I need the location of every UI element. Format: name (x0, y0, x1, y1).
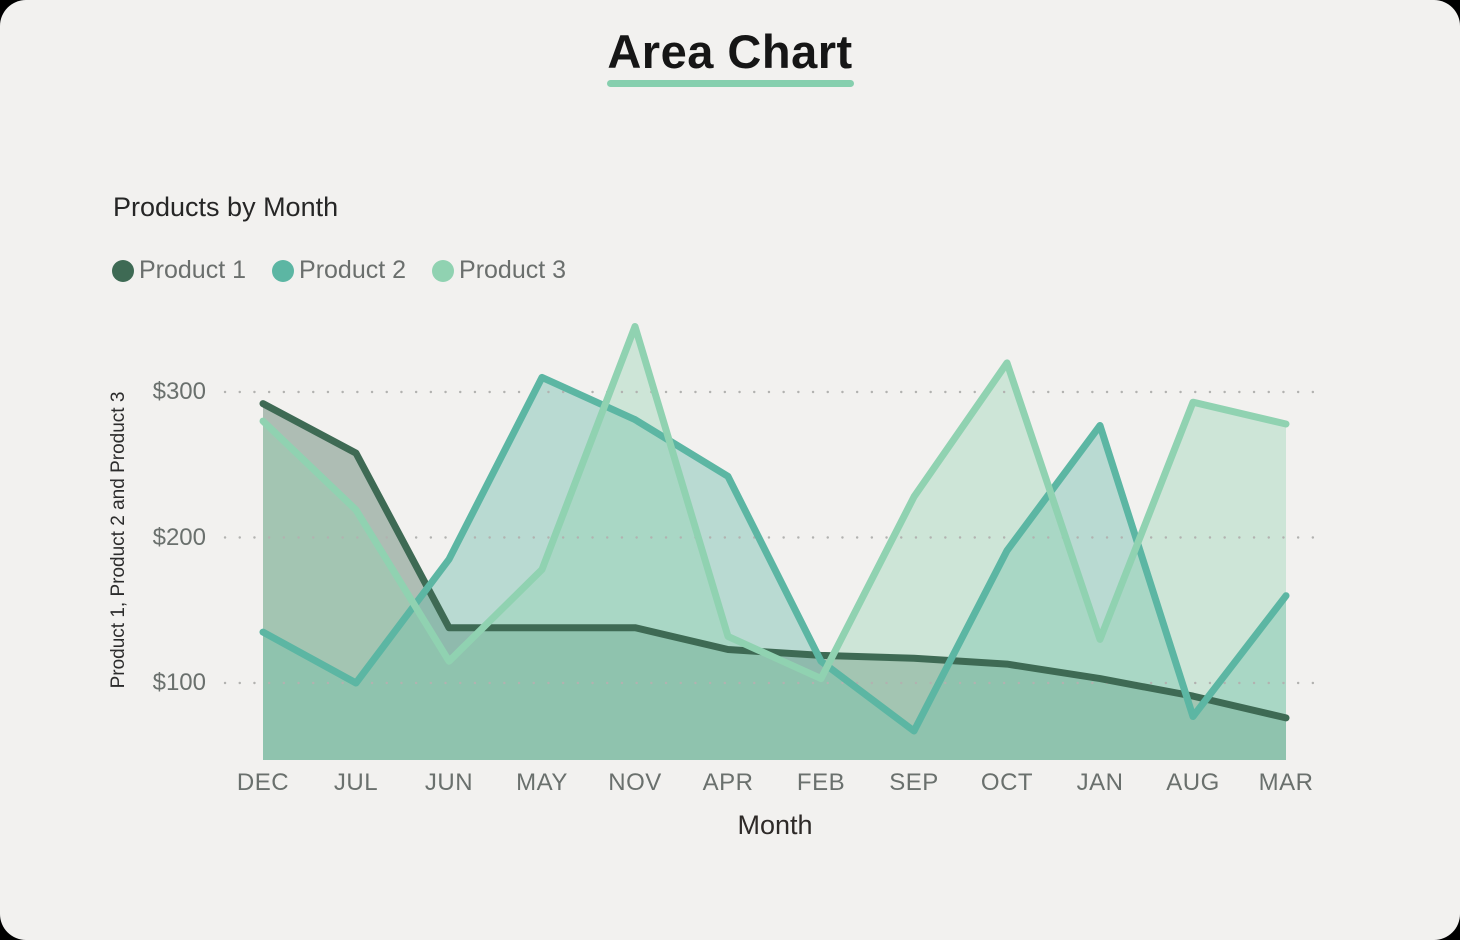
y-axis-tick-labels: $300 $200 $100 (128, 0, 206, 940)
y-tick-label-100: $100 (152, 669, 206, 696)
x-tick-label-dec: DEC (236, 769, 290, 796)
legend: Product 1 Product 2 Product 3 (112, 256, 566, 285)
legend-label-product-3: Product 3 (459, 256, 567, 284)
page-title: Area Chart (607, 25, 853, 78)
legend-dot-product-2-icon (272, 259, 295, 282)
legend-label-product-2: Product 2 (299, 256, 407, 284)
legend-item-product-3[interactable]: Product 3 (432, 256, 566, 285)
legend-label-product-1: Product 1 (139, 256, 247, 284)
x-axis-title: Month (737, 810, 813, 840)
legend-dot-product-1-icon (112, 259, 134, 282)
series-line-product-1 (259, 400, 1290, 722)
x-axis-tick-labels: DEC JUL JUN MAY NOV APR FEB SEP OCT JAN AUG MAR (0, 769, 1460, 799)
title-underline-decoration (607, 80, 854, 87)
legend-item-product-1[interactable]: Product 1 (112, 256, 246, 285)
x-tick-label-nov: NOV (608, 769, 662, 796)
chart-title: Products by Month (113, 192, 339, 222)
x-tick-label-aug: AUG (1166, 769, 1220, 796)
x-tick-label-jan: JAN (1076, 769, 1124, 796)
legend-dot-product-3-icon (432, 259, 455, 282)
x-tick-label-apr: APR (702, 769, 754, 796)
series-line-product-2 (259, 373, 1290, 735)
x-tick-label-jun: JUN (424, 769, 474, 796)
x-tick-label-mar: MAR (1258, 769, 1314, 796)
x-tick-label-may: MAY (516, 769, 568, 796)
x-tick-label-feb: FEB (796, 769, 846, 796)
y-tick-label-200: $200 (152, 523, 206, 551)
x-tick-label-oct: OCT (980, 769, 1034, 796)
x-tick-label-sep: SEP (889, 769, 939, 796)
x-tick-label-jul: JUL (333, 769, 379, 796)
legend-item-product-2[interactable]: Product 2 (272, 256, 406, 285)
y-tick-label-300: $300 (152, 378, 206, 405)
series-line-product-3 (259, 323, 1290, 683)
